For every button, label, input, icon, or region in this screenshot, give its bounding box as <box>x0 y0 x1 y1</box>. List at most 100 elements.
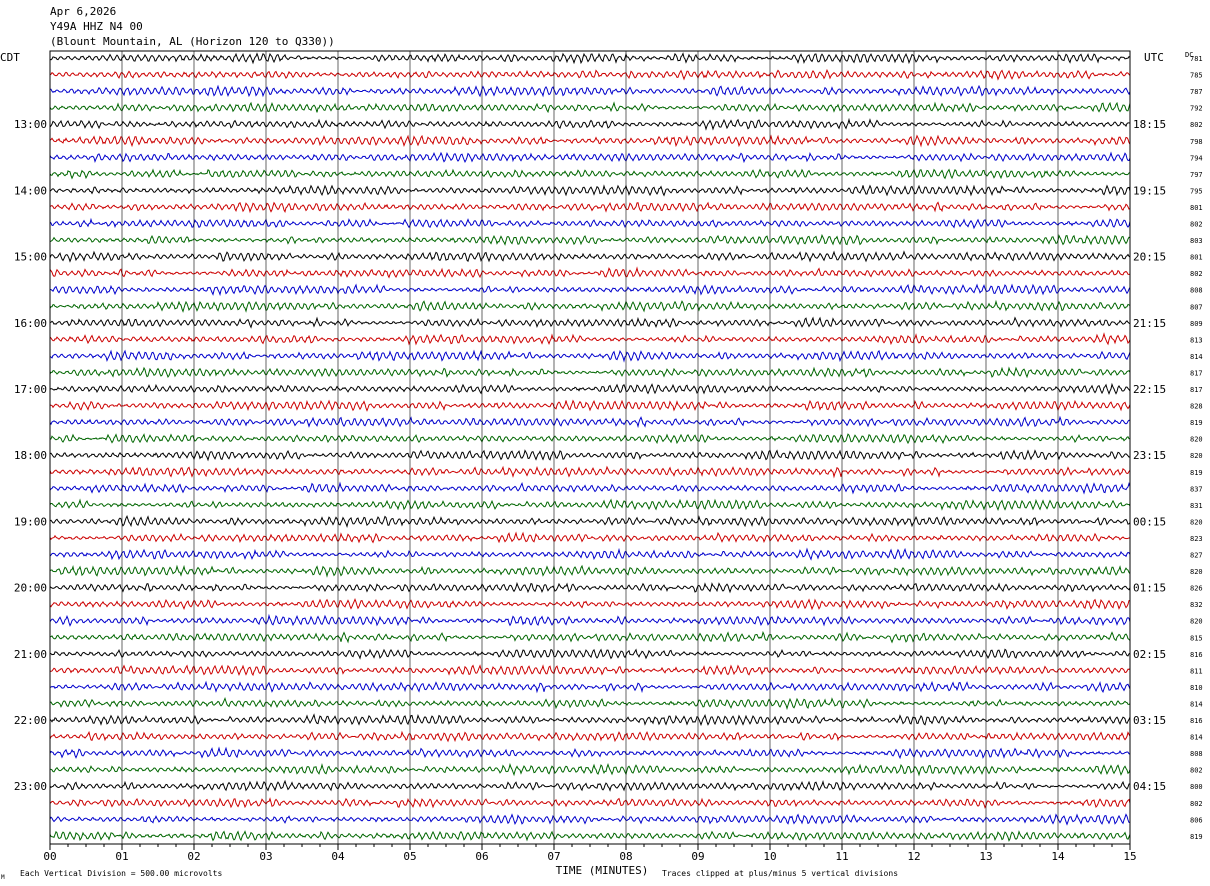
x-tick-label: 07 <box>547 850 560 863</box>
local-hour-label: 23:00 <box>14 780 47 793</box>
trace-7 <box>49 151 1131 164</box>
dc-offset-label: 827 <box>1190 552 1203 560</box>
trace-16 <box>49 299 1131 313</box>
dc-offset-label: 820 <box>1190 618 1203 626</box>
axis-labels: 781 785 787 792 802 798 794 797 795 801 802 803 801 8… <box>0 51 1203 881</box>
trace-39 <box>50 680 1131 694</box>
local-hour-label: 19:00 <box>14 515 47 528</box>
trace-17 <box>49 316 1131 329</box>
clip-note: Traces clipped at plus/minus 5 vertical … <box>662 869 898 878</box>
trace-21 <box>49 382 1131 396</box>
trace-26 <box>49 465 1131 479</box>
trace-31 <box>49 547 1131 561</box>
left-axis-label: CDT <box>0 51 20 64</box>
x-tick-label: 04 <box>331 850 345 863</box>
dc-offset-label: 820 <box>1190 436 1203 444</box>
dc-offset-label: 828 <box>1190 403 1203 411</box>
utc-hour-label: 19:15 <box>1133 184 1166 197</box>
utc-hour-label: 18:15 <box>1133 118 1166 131</box>
dc-offset-label: 832 <box>1190 601 1203 609</box>
header-date: Apr 6,2026 <box>50 5 117 18</box>
trace-45 <box>49 779 1131 792</box>
x-tick-label: 14 <box>1051 850 1065 863</box>
trace-9 <box>49 184 1131 197</box>
dc-offset-label: 819 <box>1190 419 1203 427</box>
dc-offset-label: 795 <box>1190 187 1203 195</box>
dc-offset-label: 816 <box>1190 717 1203 725</box>
dc-offset-label: 794 <box>1190 154 1203 162</box>
trace-28 <box>49 498 1131 512</box>
trace-10 <box>49 201 1131 214</box>
trace-30 <box>49 531 1131 544</box>
trace-35 <box>49 613 1131 627</box>
local-hour-label: 16:00 <box>14 317 47 330</box>
x-tick-label: 05 <box>403 850 416 863</box>
dc-offset-label: 831 <box>1190 502 1203 510</box>
x-axis-title: TIME (MINUTES) <box>556 864 649 877</box>
dc-offset-label: 816 <box>1190 651 1203 659</box>
dc-offset-label: 819 <box>1190 833 1203 841</box>
x-tick-label: 12 <box>907 850 920 863</box>
dc-offset-label: 819 <box>1190 469 1203 477</box>
trace-8 <box>49 168 1131 180</box>
dc-offset-label: 823 <box>1190 535 1203 543</box>
utc-hour-label: 23:15 <box>1133 449 1166 462</box>
trace-12 <box>49 233 1131 246</box>
local-hour-label: 20:00 <box>14 582 47 595</box>
trace-11 <box>49 217 1131 230</box>
x-tick-label: 15 <box>1123 850 1136 863</box>
utc-hour-label: 04:15 <box>1133 780 1166 793</box>
corner-mark: M <box>1 874 5 881</box>
dc-offset-label: 802 <box>1190 767 1203 775</box>
trace-37 <box>49 648 1131 660</box>
trace-48 <box>49 830 1131 842</box>
scale-note: Each Vertical Division = 500.00 microvol… <box>20 869 222 878</box>
dc-offset-label: 785 <box>1190 72 1203 80</box>
trace-group <box>49 52 1131 842</box>
trace-46 <box>49 797 1131 809</box>
local-hour-label: 13:00 <box>14 118 47 131</box>
right-axis-label: UTC <box>1144 51 1164 64</box>
dc-offset-label: 814 <box>1190 353 1203 361</box>
dc-offset-label: 807 <box>1190 303 1203 311</box>
dc-offset-label: 808 <box>1190 287 1203 295</box>
dc-offset-label: 800 <box>1190 783 1203 791</box>
dc-offset-label: 811 <box>1190 667 1203 675</box>
trace-32 <box>49 564 1131 578</box>
trace-42 <box>49 730 1131 743</box>
utc-hour-label: 22:15 <box>1133 383 1166 396</box>
dc-offset-label: 787 <box>1190 88 1203 96</box>
trace-6 <box>49 134 1131 148</box>
trace-5 <box>49 117 1131 131</box>
utc-hour-label: 00:15 <box>1133 515 1166 528</box>
x-tick-label: 02 <box>187 850 200 863</box>
x-tick-label: 10 <box>763 850 776 863</box>
trace-22 <box>49 399 1131 412</box>
dc-offset-label: 806 <box>1190 816 1203 824</box>
dc-offset-label: 837 <box>1190 485 1203 493</box>
trace-1 <box>49 52 1131 65</box>
dc-offset-label: 781 <box>1190 55 1203 63</box>
trace-14 <box>49 266 1131 279</box>
trace-47 <box>49 813 1130 826</box>
x-tick-label: 03 <box>259 850 272 863</box>
trace-34 <box>49 598 1131 611</box>
dc-offset-label: 814 <box>1190 734 1203 742</box>
trace-27 <box>49 481 1131 495</box>
dc-offset-label: 820 <box>1190 568 1203 576</box>
x-tick-label: 09 <box>691 850 704 863</box>
local-hour-label: 18:00 <box>14 449 47 462</box>
local-hour-label: 14:00 <box>14 184 47 197</box>
dc-offset-label: 808 <box>1190 750 1203 758</box>
utc-hour-label: 03:15 <box>1133 714 1166 727</box>
utc-hour-label: 02:15 <box>1133 648 1166 661</box>
utc-hour-label: 21:15 <box>1133 317 1166 330</box>
local-hour-label: 22:00 <box>14 714 47 727</box>
dc-offset-label: 826 <box>1190 585 1203 593</box>
trace-19 <box>49 349 1131 363</box>
trace-13 <box>49 250 1131 263</box>
local-hour-label: 21:00 <box>14 648 47 661</box>
dc-offset-label: 792 <box>1190 105 1203 113</box>
trace-24 <box>49 433 1131 445</box>
